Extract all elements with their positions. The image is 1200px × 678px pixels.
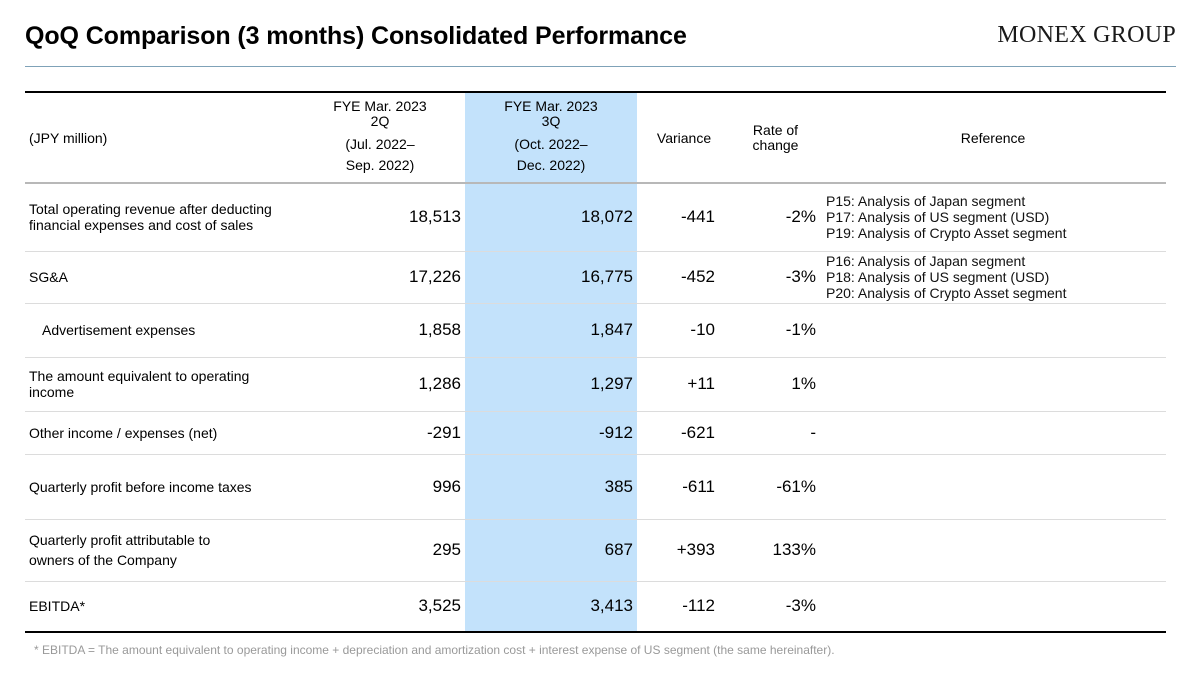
rate-value: 1% (731, 357, 820, 412)
row-label-line: Quarterly profit attributable to (29, 532, 211, 548)
q3-value: 385 (465, 454, 637, 520)
variance-value: -112 (637, 581, 731, 633)
q3-header-line: (Oct. 2022– (514, 136, 588, 152)
table-row: Other income / expenses (net) -291 -912 … (25, 411, 1166, 455)
row-label-line: Advertisement expenses (42, 322, 196, 338)
table-row: Quarterly profit before income taxes 996… (25, 454, 1166, 520)
row-label: The amount equivalent to operating incom… (25, 357, 295, 412)
table-header-row: (JPY million) FYE Mar. 2023 2Q (Jul. 202… (25, 91, 1166, 184)
rate-header-line: change (752, 136, 799, 153)
row-label-line: EBITDA* (29, 598, 86, 615)
q3-value: 3,413 (465, 581, 637, 633)
table-row: EBITDA* 3,525 3,413 -112 -3% (25, 581, 1166, 633)
table-row: The amount equivalent to operating incom… (25, 357, 1166, 412)
variance-value: +11 (637, 357, 731, 412)
reference-cell (820, 411, 1166, 455)
q2-value: 18,513 (295, 183, 465, 252)
variance-value: -611 (637, 454, 731, 520)
q3-value: 18,072 (465, 183, 637, 252)
reference-cell (820, 303, 1166, 358)
rate-value: -1% (731, 303, 820, 358)
reference-link: P15: Analysis of Japan segment (826, 193, 1026, 210)
q3-value: 1,297 (465, 357, 637, 412)
q2-value: 996 (295, 454, 465, 520)
performance-table: (JPY million) FYE Mar. 2023 2Q (Jul. 202… (25, 91, 1166, 633)
row-label-line: owners of the Company (29, 552, 177, 568)
q3-value: 16,775 (465, 251, 637, 304)
row-label: Quarterly profit attributable to owners … (25, 519, 295, 582)
variance-value: -452 (637, 251, 731, 304)
rate-value: -2% (731, 183, 820, 252)
q3-header-line: Dec. 2022) (516, 157, 586, 173)
row-label-line: Total operating revenue after deducting (29, 201, 272, 218)
q3-column-header: FYE Mar. 2023 3Q (Oct. 2022– Dec. 2022) (465, 91, 637, 184)
reference-cell: P16: Analysis of Japan segment P18: Anal… (820, 251, 1166, 304)
table-row: Advertisement expenses 1,858 1,847 -10 -… (25, 303, 1166, 358)
company-logo: MONEX GROUP (997, 22, 1176, 48)
q2-value: 3,525 (295, 581, 465, 633)
reference-link: P20: Analysis of Crypto Asset segment (826, 285, 1067, 301)
row-label: SG&A (25, 251, 295, 304)
row-label: Advertisement expenses (25, 303, 295, 358)
row-label-line: financial expenses and cost of sales (29, 217, 254, 234)
row-label-line: SG&A (29, 269, 68, 285)
q2-value: 1,858 (295, 303, 465, 358)
reference-cell (820, 357, 1166, 412)
q3-value: 687 (465, 519, 637, 582)
variance-value: -621 (637, 411, 731, 455)
reference-link: P18: Analysis of US segment (USD) (826, 269, 1050, 285)
reference-link: P17: Analysis of US segment (USD) (826, 209, 1050, 226)
rate-value: -61% (731, 454, 820, 520)
row-label-line: income (29, 384, 75, 400)
unit-header: (JPY million) (25, 91, 295, 184)
row-label-line: The amount equivalent to operating (29, 368, 250, 384)
q2-value: -291 (295, 411, 465, 455)
page-title: QoQ Comparison (3 months) Consolidated P… (25, 22, 687, 50)
rate-header-line: Rate of (752, 121, 799, 138)
row-label: Total operating revenue after deducting … (25, 183, 295, 252)
q3-header-line: FYE Mar. 2023 (504, 98, 598, 114)
variance-value: -10 (637, 303, 731, 358)
reference-link: P19: Analysis of Crypto Asset segment (826, 225, 1067, 242)
reference-cell: P15: Analysis of Japan segment P17: Anal… (820, 183, 1166, 252)
table-row: SG&A 17,226 16,775 -452 -3% P16: Analysi… (25, 251, 1166, 304)
variance-value: -441 (637, 183, 731, 252)
q2-value: 1,286 (295, 357, 465, 412)
rate-value: 133% (731, 519, 820, 582)
table-row: Total operating revenue after deducting … (25, 183, 1166, 252)
q2-header-line: FYE Mar. 2023 (333, 98, 427, 114)
q2-header-line: (Jul. 2022– (345, 136, 415, 152)
row-label: EBITDA* (25, 581, 295, 633)
rate-value: -3% (731, 581, 820, 633)
rate-value: -3% (731, 251, 820, 304)
q2-column-header: FYE Mar. 2023 2Q (Jul. 2022– Sep. 2022) (295, 91, 465, 184)
reference-link: P16: Analysis of Japan segment (826, 253, 1026, 269)
ebitda-footnote: * EBITDA = The amount equivalent to oper… (34, 643, 835, 657)
reference-cell (820, 454, 1166, 520)
q2-header-line: Sep. 2022) (345, 157, 415, 173)
row-label: Other income / expenses (net) (25, 411, 295, 455)
reference-cell (820, 581, 1166, 633)
q3-header-line: 3Q (541, 113, 561, 129)
reference-column-header: Reference (820, 91, 1166, 184)
row-label-line: Other income / expenses (net) (29, 424, 218, 441)
row-label-line: Quarterly profit before income taxes (29, 478, 252, 495)
variance-value: +393 (637, 519, 731, 582)
title-divider (25, 66, 1176, 67)
variance-column-header: Variance (637, 91, 731, 184)
q3-value: -912 (465, 411, 637, 455)
rate-column-header: Rate of change (731, 91, 820, 184)
reference-cell (820, 519, 1166, 582)
table-row: Quarterly profit attributable to owners … (25, 519, 1166, 582)
performance-table-container: (JPY million) FYE Mar. 2023 2Q (Jul. 202… (25, 91, 1166, 633)
q2-value: 295 (295, 519, 465, 582)
q2-value: 17,226 (295, 251, 465, 304)
q3-value: 1,847 (465, 303, 637, 358)
rate-value: - (731, 411, 820, 455)
q2-header-line: 2Q (370, 113, 390, 129)
row-label: Quarterly profit before income taxes (25, 454, 295, 520)
